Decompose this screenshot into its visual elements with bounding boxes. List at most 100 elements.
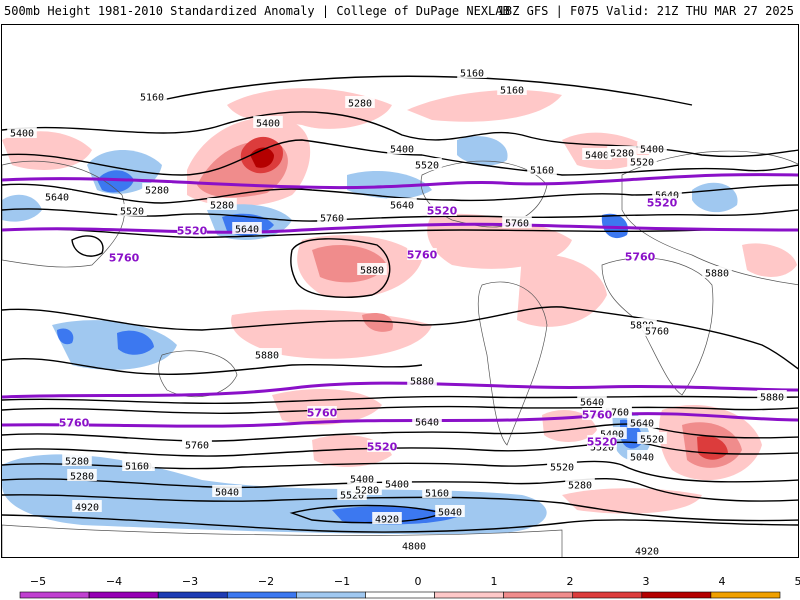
svg-text:5160: 5160 (140, 93, 164, 104)
anomaly-region (117, 330, 154, 355)
svg-text:5040: 5040 (438, 508, 462, 519)
svg-text:5040: 5040 (215, 488, 239, 499)
contour-label: 5280 (352, 483, 382, 497)
contour-label: 5040 (212, 485, 242, 499)
svg-text:5880: 5880 (630, 321, 654, 332)
svg-text:5640: 5640 (390, 201, 414, 212)
contour-label: 5640 (387, 198, 417, 212)
contour-line (2, 405, 798, 414)
contour-label: 5520 (547, 460, 577, 474)
svg-text:5400: 5400 (390, 145, 414, 156)
svg-text:5640: 5640 (415, 418, 439, 429)
svg-text:5760: 5760 (59, 417, 90, 430)
svg-text:5160: 5160 (425, 489, 449, 500)
svg-text:5760: 5760 (407, 249, 438, 262)
contour-label: 5640 (42, 190, 72, 204)
contour-label: 5400 (582, 148, 612, 162)
svg-text:5520: 5520 (587, 436, 618, 449)
svg-text:5760: 5760 (109, 252, 140, 265)
svg-text:5400: 5400 (385, 480, 409, 491)
contour-line (2, 139, 798, 176)
svg-text:5520: 5520 (177, 225, 208, 238)
contour-label: 5760 (625, 250, 656, 264)
contour-label: 5160 (122, 459, 152, 473)
colorbar-tick-label: −1 (334, 575, 350, 588)
contour-line (2, 494, 798, 522)
anomaly-region (457, 136, 508, 166)
svg-text:5520: 5520 (550, 463, 574, 474)
contour-label: 5640 (577, 395, 607, 409)
contour-label: 5760 (109, 251, 140, 265)
colorbar-tick-label: 5 (795, 575, 800, 588)
svg-text:5760: 5760 (307, 407, 338, 420)
contour-label: 5040 (627, 450, 657, 464)
contour-line (2, 111, 798, 158)
svg-text:5520: 5520 (630, 158, 654, 169)
contour-label: 5280 (565, 478, 595, 492)
contour-label: 5880 (407, 374, 437, 388)
contour-label: 5520 (177, 224, 208, 238)
eurasia-outline-east (621, 150, 798, 286)
svg-text:5760: 5760 (645, 327, 669, 338)
contour-label: 5400 (387, 142, 417, 156)
svg-text:5880: 5880 (760, 393, 784, 404)
contour-label: 5400 (7, 126, 37, 140)
svg-text:5160: 5160 (500, 86, 524, 97)
map-panel: 5160 5160 5160 5280 5400 5400 5400 5400 5520 5280… (1, 24, 799, 558)
svg-text:5280: 5280 (355, 486, 379, 497)
contour-label: 5520 (647, 196, 678, 210)
colorbar-tick-label: −3 (182, 575, 198, 588)
anomaly-region (692, 182, 738, 213)
contour-label: 5280 (62, 454, 92, 468)
svg-text:5280: 5280 (610, 149, 634, 160)
contour-line (2, 306, 563, 331)
svg-text:4800: 4800 (402, 542, 426, 553)
svg-text:4920: 4920 (75, 503, 99, 514)
svg-text:5400: 5400 (10, 129, 34, 140)
svg-text:5760: 5760 (625, 251, 656, 264)
contour-label: 5400 (347, 472, 377, 486)
contour-label: 5760 (407, 248, 438, 262)
contour-line (2, 514, 798, 533)
svg-text:5520: 5520 (340, 491, 364, 502)
contour-line (71, 235, 104, 257)
contour-5520-north (2, 173, 798, 190)
contour-line (2, 441, 798, 457)
svg-text:5520: 5520 (415, 161, 439, 172)
colorbar-swatch (296, 591, 366, 599)
contour-line (2, 423, 798, 442)
svg-text:5760: 5760 (505, 219, 529, 230)
svg-text:5520: 5520 (647, 197, 678, 210)
colorbar-swatch (503, 591, 574, 599)
contour-line (161, 75, 693, 106)
colorbar-tick-label: 1 (491, 575, 498, 588)
anomaly-region (407, 90, 562, 122)
contour-line (2, 477, 798, 502)
anomaly-region (52, 320, 177, 370)
anomaly-region (2, 131, 92, 170)
anomaly-region (347, 170, 432, 199)
contour-label: 5760 (582, 408, 613, 422)
contour-label: 5520 (412, 158, 442, 172)
svg-text:4920: 4920 (375, 515, 399, 526)
contour-5760-south (2, 381, 798, 399)
contour-label: 4800 (399, 539, 429, 553)
colorbar-tick-label: 0 (415, 575, 422, 588)
svg-text:5880: 5880 (410, 377, 434, 388)
contour-label: 5160 (527, 163, 557, 177)
contour-label: 5280 (67, 469, 97, 483)
contour-label: 4920 (72, 500, 102, 514)
contour-label: 5760 (642, 324, 672, 338)
colorbar-swatch (88, 591, 159, 599)
colorbar-swatch (641, 591, 712, 599)
svg-text:5280: 5280 (65, 457, 89, 468)
contour-label: 5640 (232, 222, 262, 236)
svg-text:5280: 5280 (145, 186, 169, 197)
svg-text:5040: 5040 (630, 453, 654, 464)
colorbar-swatch (19, 591, 90, 599)
colorbar-tick-label: 2 (567, 575, 574, 588)
contour-label: 5520 (427, 204, 458, 218)
colorbar-swatches (19, 591, 781, 599)
contour-label: 5520 (367, 440, 398, 454)
svg-text:5640: 5640 (235, 225, 259, 236)
